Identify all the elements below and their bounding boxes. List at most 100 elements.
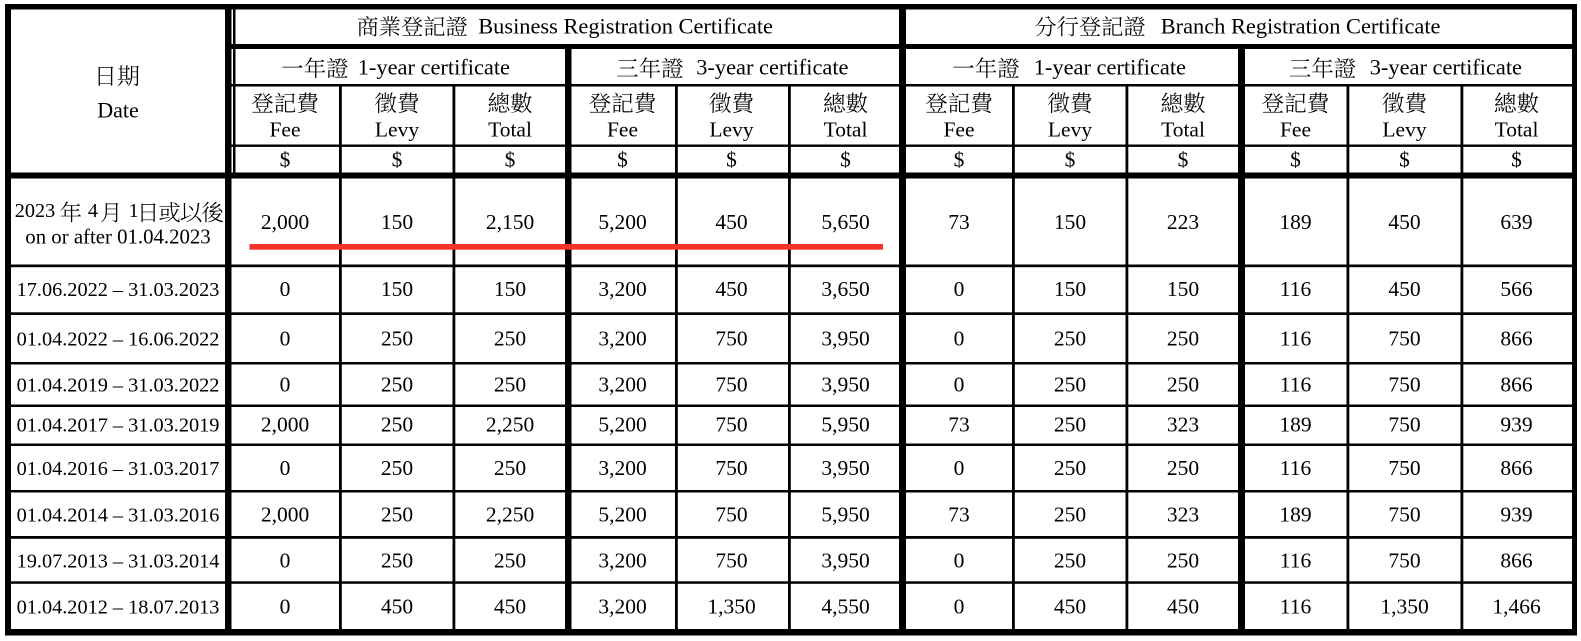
svg-text:1-year certificate: 1-year certificate: [358, 54, 510, 79]
svg-text:750: 750: [715, 327, 747, 351]
svg-text:5,950: 5,950: [821, 502, 869, 526]
svg-text:Date: Date: [97, 98, 139, 123]
svg-text:866: 866: [1500, 548, 1533, 572]
svg-text:0: 0: [280, 277, 291, 301]
svg-text:3,950: 3,950: [821, 456, 869, 480]
svg-text:0: 0: [280, 327, 291, 351]
svg-text:$: $: [954, 148, 965, 172]
svg-text:2,000: 2,000: [261, 412, 309, 436]
svg-text:250: 250: [494, 327, 526, 351]
svg-text:116: 116: [1280, 327, 1312, 351]
svg-text:3,950: 3,950: [821, 327, 869, 351]
svg-text:750: 750: [715, 373, 747, 397]
svg-text:0: 0: [954, 456, 965, 480]
svg-text:Levy: Levy: [1048, 118, 1092, 142]
svg-text:Branch Registration Certificat: Branch Registration Certificate: [1161, 14, 1441, 39]
svg-text:866: 866: [1500, 373, 1533, 397]
svg-text:866: 866: [1500, 327, 1533, 351]
svg-text:Fee: Fee: [607, 118, 638, 142]
svg-text:450: 450: [381, 595, 413, 619]
svg-text:Fee: Fee: [1280, 118, 1311, 142]
svg-text:5,950: 5,950: [821, 412, 869, 436]
svg-text:3-year certificate: 3-year certificate: [1370, 54, 1522, 79]
svg-text:2023: 2023: [15, 200, 55, 222]
svg-text:116: 116: [1280, 277, 1312, 301]
svg-text:250: 250: [1054, 373, 1086, 397]
svg-text:01.04.2012 – 18.07.2013: 01.04.2012 – 18.07.2013: [17, 597, 220, 619]
svg-text:5,200: 5,200: [598, 210, 646, 234]
svg-text:01.04.2016 – 31.03.2017: 01.04.2016 – 31.03.2017: [17, 458, 220, 480]
svg-text:$: $: [1178, 148, 1189, 172]
svg-text:$: $: [1290, 148, 1301, 172]
svg-text:5,200: 5,200: [598, 502, 646, 526]
svg-text:323: 323: [1167, 412, 1199, 436]
svg-text:$: $: [392, 148, 403, 172]
svg-text:450: 450: [1054, 595, 1086, 619]
svg-text:750: 750: [1388, 456, 1420, 480]
svg-text:250: 250: [1054, 412, 1086, 436]
svg-text:1: 1: [129, 200, 139, 222]
svg-text:4,550: 4,550: [821, 595, 869, 619]
svg-text:5,650: 5,650: [821, 210, 869, 234]
svg-text:250: 250: [494, 373, 526, 397]
svg-text:73: 73: [948, 502, 970, 526]
svg-text:0: 0: [280, 373, 291, 397]
svg-text:0: 0: [280, 595, 291, 619]
svg-text:250: 250: [1167, 548, 1199, 572]
svg-text:Total: Total: [824, 118, 868, 142]
svg-text:0: 0: [280, 456, 291, 480]
svg-text:Levy: Levy: [709, 118, 753, 142]
svg-text:116: 116: [1280, 595, 1312, 619]
svg-text:323: 323: [1167, 502, 1199, 526]
svg-text:939: 939: [1500, 412, 1532, 436]
svg-text:2,250: 2,250: [486, 412, 534, 436]
svg-text:250: 250: [381, 456, 413, 480]
svg-text:0: 0: [954, 327, 965, 351]
svg-text:150: 150: [494, 277, 526, 301]
svg-text:Fee: Fee: [943, 118, 974, 142]
svg-text:189: 189: [1279, 210, 1311, 234]
svg-text:750: 750: [1388, 502, 1420, 526]
svg-text:116: 116: [1280, 548, 1312, 572]
svg-text:1,466: 1,466: [1492, 595, 1541, 619]
svg-text:$: $: [280, 148, 291, 172]
svg-text:0: 0: [280, 548, 291, 572]
svg-text:01.04.2017 – 31.03.2019: 01.04.2017 – 31.03.2019: [17, 414, 220, 436]
svg-text:250: 250: [494, 456, 526, 480]
svg-text:19.07.2013 – 31.03.2014: 19.07.2013 – 31.03.2014: [17, 550, 220, 572]
svg-text:$: $: [840, 148, 851, 172]
svg-text:17.06.2022 – 31.03.2023: 17.06.2022 – 31.03.2023: [17, 279, 220, 301]
svg-text:189: 189: [1279, 502, 1311, 526]
svg-text:116: 116: [1280, 456, 1312, 480]
svg-text:150: 150: [381, 210, 413, 234]
svg-text:150: 150: [381, 277, 413, 301]
svg-text:250: 250: [381, 327, 413, 351]
svg-text:Fee: Fee: [269, 118, 300, 142]
svg-text:450: 450: [715, 277, 747, 301]
svg-text:$: $: [1511, 148, 1522, 172]
svg-text:Total: Total: [488, 118, 532, 142]
svg-text:1-year certificate: 1-year certificate: [1034, 54, 1186, 79]
svg-text:750: 750: [715, 502, 747, 526]
svg-text:3,950: 3,950: [821, 548, 869, 572]
svg-text:189: 189: [1279, 412, 1311, 436]
svg-text:150: 150: [1054, 210, 1086, 234]
svg-text:250: 250: [1054, 502, 1086, 526]
svg-text:3,200: 3,200: [598, 595, 646, 619]
svg-text:750: 750: [715, 412, 747, 436]
svg-text:Levy: Levy: [1382, 118, 1426, 142]
svg-text:3,200: 3,200: [598, 327, 646, 351]
svg-text:3,200: 3,200: [598, 277, 646, 301]
svg-text:Total: Total: [1161, 118, 1205, 142]
svg-text:01.04.2019 – 31.03.2022: 01.04.2019 – 31.03.2022: [17, 375, 220, 397]
svg-text:116: 116: [1280, 373, 1312, 397]
svg-text:2,250: 2,250: [486, 502, 534, 526]
svg-text:73: 73: [948, 412, 970, 436]
svg-text:750: 750: [1388, 327, 1420, 351]
svg-text:2,000: 2,000: [261, 210, 309, 234]
svg-text:250: 250: [381, 373, 413, 397]
svg-text:3-year certificate: 3-year certificate: [696, 54, 848, 79]
svg-text:0: 0: [954, 548, 965, 572]
svg-text:$: $: [1399, 148, 1410, 172]
svg-text:1,350: 1,350: [707, 595, 755, 619]
